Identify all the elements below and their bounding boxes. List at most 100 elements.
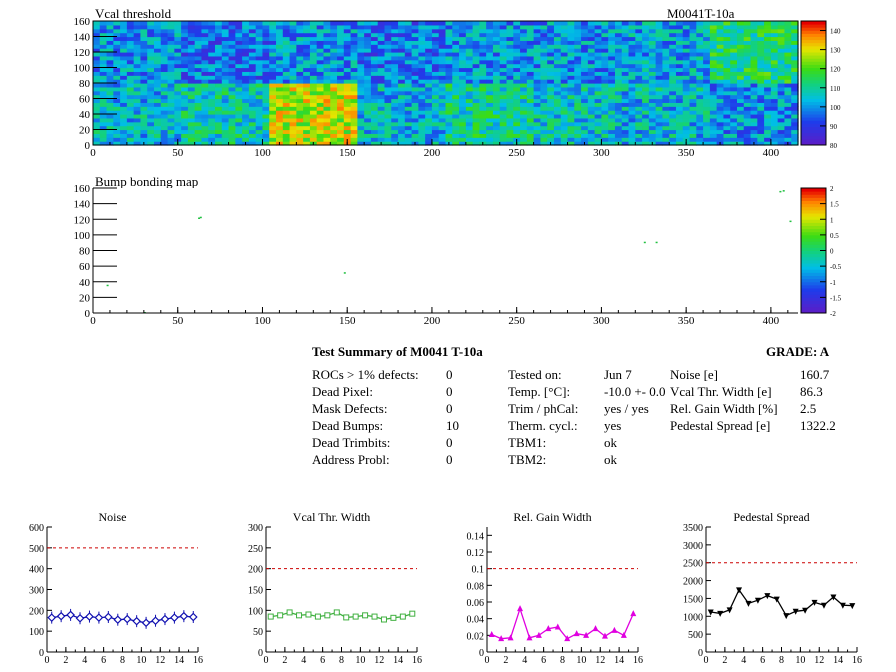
vcal-cell [377, 44, 386, 49]
vcal-cell [289, 90, 297, 96]
chart-y-tick-label: 3500 [683, 523, 703, 534]
vcal-cell [113, 110, 121, 115]
vcal-cell [520, 141, 528, 146]
vcal-cell [242, 21, 250, 26]
vcal-cell [120, 59, 128, 65]
chart-x-tick-label: 2 [63, 655, 68, 666]
bump-palette-label: 0 [830, 248, 834, 256]
vcal-cell [391, 28, 399, 34]
vcal-cell [614, 44, 623, 49]
vcal-cell [194, 86, 203, 92]
vcal-cell [133, 63, 142, 69]
vcal-cell [208, 110, 216, 115]
bump-palette-step [801, 275, 826, 280]
vcal-cell [337, 102, 345, 107]
vcal-cell [323, 67, 331, 72]
vcal-cell [282, 52, 291, 57]
vcal-cell [255, 129, 264, 134]
vcal-cell [716, 94, 725, 100]
vcal-cell [764, 141, 772, 146]
vcal-cell [770, 32, 779, 38]
vcal-cell [587, 28, 596, 34]
vcal-cell [425, 90, 433, 96]
vcal-cell [174, 55, 182, 61]
vcal-cell [445, 21, 453, 26]
vcal-cell [438, 114, 447, 119]
vcal-palette-label: 80 [830, 142, 838, 150]
vcal-cell [309, 67, 318, 72]
vcal-cell [221, 71, 230, 76]
vcal-cell [777, 28, 786, 34]
vcal-cell [648, 90, 657, 96]
vcal-cell [289, 110, 297, 115]
vcal-cell [465, 133, 474, 138]
vcal-cell [655, 106, 664, 111]
vcal-cell [709, 24, 718, 30]
vcal-cell [167, 48, 175, 53]
vcal-cell [784, 102, 792, 107]
vcal-cell [696, 71, 704, 76]
vcal-cell [459, 121, 467, 127]
chart-title: Rel. Gain Width [513, 510, 591, 524]
vcal-cell [764, 24, 772, 30]
vcal-cell [764, 106, 772, 111]
vcal-cell [431, 79, 440, 84]
vcal-cell [621, 102, 630, 107]
chart-series-line [710, 588, 853, 617]
vcal-cell [140, 52, 148, 57]
vcal-cell [750, 137, 758, 142]
vcal-cell [296, 79, 304, 84]
vcal-cell [235, 94, 243, 100]
vcal-cell [282, 90, 291, 96]
chart-x-tick-label: 6 [101, 655, 106, 666]
vcal-cell [398, 32, 406, 38]
vcal-cell [357, 79, 365, 84]
vcal-cell [452, 90, 460, 96]
bump-palette-label: 0.5 [830, 232, 839, 240]
vcal-cell [648, 21, 657, 26]
vcal-cell [248, 28, 257, 34]
vcal-cell [323, 125, 331, 131]
vcal-cell [526, 52, 535, 57]
vcal-cell [147, 125, 155, 131]
vcal-cell [126, 55, 135, 61]
vcal-cell [323, 36, 331, 41]
vcal-cell [438, 21, 447, 26]
vcal-cell [93, 110, 101, 115]
vcal-cell [370, 59, 379, 65]
vcal-cell [669, 32, 677, 38]
vcal-cell [553, 21, 562, 26]
vcal-cell [140, 114, 148, 119]
vcal-cell [459, 67, 467, 72]
vcal-cell [262, 129, 270, 134]
vcal-cell [167, 137, 175, 142]
vcal-cell [391, 59, 399, 65]
vcal-cell [675, 48, 684, 53]
vcal-cell [235, 102, 243, 107]
vcal-cell [675, 79, 684, 84]
vcal-cell [289, 28, 297, 34]
vcal-cell [120, 86, 128, 92]
vcal-cell [567, 114, 575, 119]
vcal-cell [113, 36, 121, 41]
vcal-cell [682, 59, 691, 65]
vcal-cell [282, 79, 291, 84]
chart-point [286, 609, 293, 616]
vcal-cell [289, 21, 297, 26]
chart-point [122, 614, 132, 624]
vcal-cell [669, 98, 677, 103]
vcal-cell [757, 129, 765, 134]
vcal-cell [513, 67, 521, 72]
summary-middle-values: Jun 7 -10.0 +- 0.0 yes / yes yes ok ok [604, 366, 666, 468]
vcal-cell [404, 110, 413, 115]
vcal-cell [140, 137, 148, 142]
vcal-cell [757, 40, 765, 45]
vcal-cell [404, 67, 413, 72]
vcal-cell [370, 63, 379, 69]
vcal-cell [106, 79, 114, 84]
vcal-cell [601, 137, 609, 142]
vcal-cell [99, 44, 108, 49]
vcal-cell [520, 110, 528, 115]
vcal-cell [682, 121, 691, 127]
vcal-cell [594, 55, 603, 61]
